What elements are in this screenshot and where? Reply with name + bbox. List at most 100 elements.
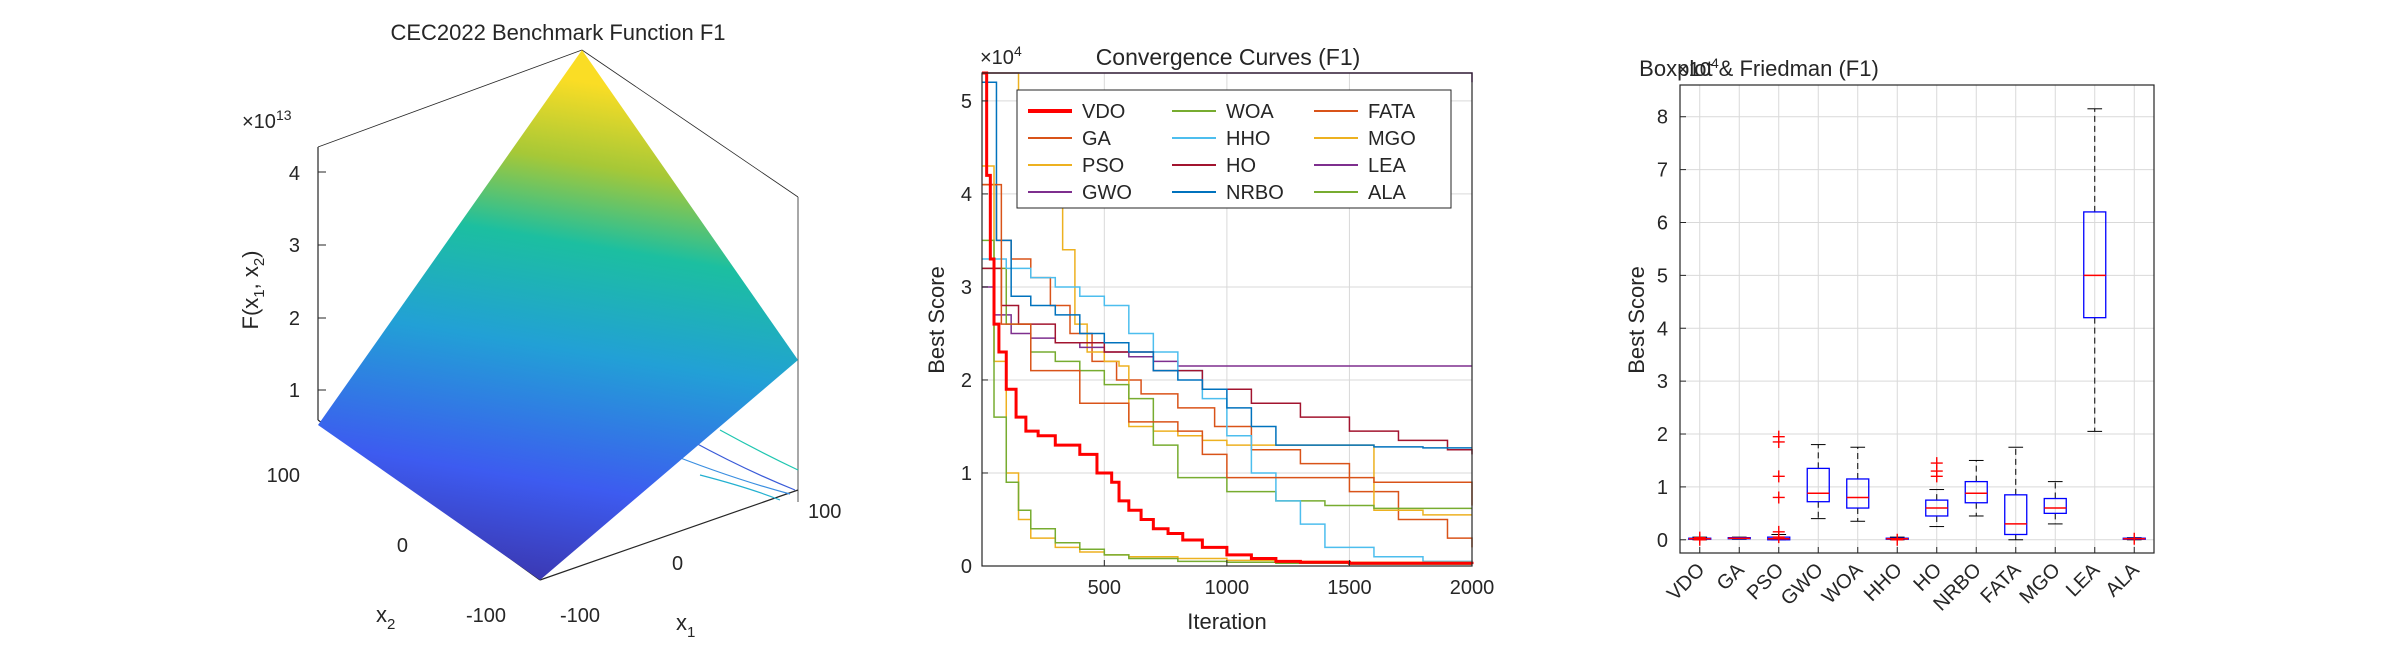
convergence-legend: VDO GA PSO GWO WOA HHO HO NRBO FATA MGO LEA ALA <box>1016 89 1452 209</box>
x-tick-label: LEA <box>2062 559 2105 602</box>
convergence-y-exponent: ×104 <box>980 43 1022 69</box>
box-mgo <box>2043 481 2067 525</box>
surface-title: CEC2022 Benchmark Function F1 <box>390 20 725 45</box>
box-iqr <box>1806 467 1830 503</box>
outlier-marker <box>1891 533 1904 546</box>
x1-tick-label: 100 <box>808 501 841 523</box>
box-iqr <box>2004 494 2028 536</box>
z-ticks: 4 3 2 1 <box>289 163 326 402</box>
y-tick-label: 4 <box>1657 318 1668 340</box>
x2-tick-label: -100 <box>466 605 506 627</box>
box-iqr <box>1846 478 1870 509</box>
x-tick-label: HHO <box>1860 559 1907 606</box>
convergence-x-label: Iteration <box>1187 609 1267 634</box>
z-tick-label: 3 <box>289 235 300 257</box>
y-tick-label: 2 <box>961 370 972 392</box>
x-tick-label: WOA <box>1818 559 1868 609</box>
y-tick-label: 5 <box>1657 265 1668 287</box>
z-tick-label: 4 <box>289 163 300 185</box>
legend-label-fata: FATA <box>1368 101 1416 123</box>
floor-contours <box>659 429 799 501</box>
x-tick-label: 500 <box>1088 577 1121 599</box>
z-tick-label: 2 <box>289 308 300 330</box>
convergence-y-label: Best Score <box>924 266 949 374</box>
box-edge-right-top <box>581 49 799 198</box>
series-line-fata <box>982 183 1473 506</box>
box-ga <box>1727 536 1751 540</box>
box-gwo <box>1806 444 1830 520</box>
x1-tick-label: -100 <box>560 605 600 627</box>
legend-label-nrbo: NRBO <box>1226 182 1284 204</box>
surface <box>318 50 798 580</box>
convergence-title: Convergence Curves (F1) <box>1096 44 1361 70</box>
series-line-nrbo <box>982 81 1472 449</box>
x1-tick-label: 0 <box>672 553 683 575</box>
y-tick-label: 2 <box>1657 424 1668 446</box>
x-tick-label: 1000 <box>1205 577 1250 599</box>
legend-box <box>1016 89 1452 209</box>
outlier-marker <box>1772 531 1785 544</box>
legend-label-mgo: MGO <box>1368 128 1416 150</box>
outlier-marker <box>2128 532 2141 545</box>
x-tick-label: VDO <box>1663 559 1709 605</box>
box-iqr <box>1964 480 1988 504</box>
boxplot: Boxplot & Friedman (F1) ×104 0 1 2 3 4 5 6 7 8 VD… <box>1624 55 2155 615</box>
series-line-vdo <box>982 71 1474 565</box>
x2-tick-label: 100 <box>267 465 300 487</box>
y-tick-label: 0 <box>1657 530 1668 552</box>
boxplot-y-exponent: ×104 <box>1677 55 1719 81</box>
z-tick-label: 1 <box>289 380 300 402</box>
box-edge-back-top <box>317 49 583 148</box>
convergence-ticks: 0 1 2 3 4 5 500 1000 1500 2000 <box>961 91 1494 599</box>
z-exponent: ×1013 <box>242 107 292 133</box>
series-line-woa <box>982 267 1472 510</box>
legend-label-gwo: GWO <box>1082 182 1132 204</box>
y-tick-label: 7 <box>1657 160 1668 182</box>
legend-label-vdo: VDO <box>1082 101 1125 123</box>
box-vdo <box>1688 531 1712 546</box>
box-pso <box>1767 430 1791 544</box>
legend-label-lea: LEA <box>1368 155 1406 177</box>
y-tick-label: 1 <box>1657 477 1668 499</box>
boxplot-y-label: Best Score <box>1624 266 1649 374</box>
outlier-marker <box>1930 470 1943 483</box>
y-tick-label: 3 <box>1657 371 1668 393</box>
boxplot-boxes <box>1688 108 2146 546</box>
outlier-marker <box>1772 491 1785 504</box>
y-tick-label: 1 <box>961 463 972 485</box>
y-tick-label: 0 <box>961 556 972 578</box>
legend-label-woa: WOA <box>1226 101 1274 123</box>
z-axis-label: F(x1, x2) <box>238 250 268 329</box>
x2-tick-label: 0 <box>397 535 408 557</box>
x-tick-label: ALA <box>2101 559 2144 602</box>
y-tick-label: 5 <box>961 91 972 113</box>
boxplot-axes-box <box>1679 84 2155 554</box>
box-hho <box>1885 533 1909 546</box>
box-ala <box>2122 532 2146 545</box>
y-tick-label: 6 <box>1657 212 1668 234</box>
y-tick-label: 3 <box>961 277 972 299</box>
x-tick-label: 2000 <box>1450 577 1495 599</box>
y-tick-label: 4 <box>961 184 972 206</box>
boxplot-title: Boxplot & Friedman (F1) <box>1639 56 1879 81</box>
box-ho <box>1925 457 1949 528</box>
x-tick-label: GWO <box>1777 559 1828 610</box>
x1-axis-line <box>539 489 799 581</box>
box-nrbo <box>1964 459 1988 517</box>
legend-label-pso: PSO <box>1082 155 1124 177</box>
x-tick-label: MGO <box>2015 559 2064 608</box>
series-line-ala <box>982 239 1472 565</box>
legend-label-ho: HO <box>1226 155 1256 177</box>
outlier-marker <box>1772 470 1785 483</box>
y-tick-label: 8 <box>1657 107 1668 129</box>
box-woa <box>1846 446 1870 522</box>
outlier-marker <box>1693 531 1706 544</box>
legend-label-hho: HHO <box>1226 128 1270 150</box>
x-tick-label: 1500 <box>1327 577 1372 599</box>
box-iqr <box>2043 497 2067 514</box>
box-lea <box>2083 108 2107 432</box>
x1-axis-label: x1 <box>676 610 695 641</box>
legend-label-ala: ALA <box>1368 182 1406 204</box>
series-line-ga <box>982 183 1473 548</box>
x-tick-label: FATA <box>1976 559 2025 608</box>
